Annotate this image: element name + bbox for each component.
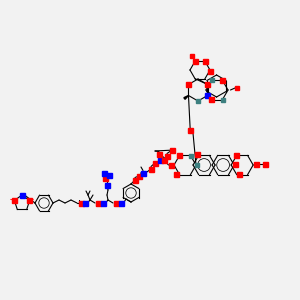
Bar xyxy=(157,152,161,157)
Bar xyxy=(209,79,214,83)
Bar xyxy=(196,99,200,103)
Bar xyxy=(188,154,193,158)
Bar xyxy=(101,170,106,175)
Bar xyxy=(195,152,200,157)
Bar xyxy=(220,78,225,83)
Bar xyxy=(263,161,268,166)
Bar xyxy=(235,86,239,90)
Bar xyxy=(82,200,88,206)
Bar xyxy=(133,178,137,182)
Bar xyxy=(234,153,239,158)
Bar xyxy=(152,160,158,166)
Bar xyxy=(103,176,107,181)
Bar xyxy=(136,173,142,178)
Bar xyxy=(237,172,242,177)
Bar xyxy=(164,154,169,158)
Bar xyxy=(205,93,210,98)
Bar xyxy=(208,68,212,74)
Bar xyxy=(20,193,25,197)
Bar xyxy=(95,200,101,206)
Bar xyxy=(100,200,106,206)
Bar xyxy=(193,59,197,64)
Bar xyxy=(254,161,259,166)
Bar xyxy=(169,163,173,167)
Bar xyxy=(113,200,119,206)
Bar xyxy=(161,158,166,163)
Bar xyxy=(232,161,238,166)
Bar xyxy=(158,158,163,163)
Bar xyxy=(188,128,193,133)
Bar xyxy=(12,198,17,203)
Bar xyxy=(118,200,124,206)
Bar xyxy=(177,153,182,158)
Bar xyxy=(174,172,179,177)
Bar xyxy=(27,198,32,203)
Bar xyxy=(104,182,110,188)
Bar xyxy=(186,82,191,87)
Bar xyxy=(140,170,146,175)
Polygon shape xyxy=(184,95,188,99)
Bar xyxy=(209,97,214,102)
Bar xyxy=(79,200,83,206)
Bar xyxy=(169,148,175,152)
Bar xyxy=(148,167,154,172)
Bar xyxy=(190,54,194,58)
Bar xyxy=(106,172,112,178)
Bar xyxy=(202,59,208,64)
Bar xyxy=(205,82,210,87)
Bar xyxy=(195,163,199,167)
Bar xyxy=(220,98,224,101)
